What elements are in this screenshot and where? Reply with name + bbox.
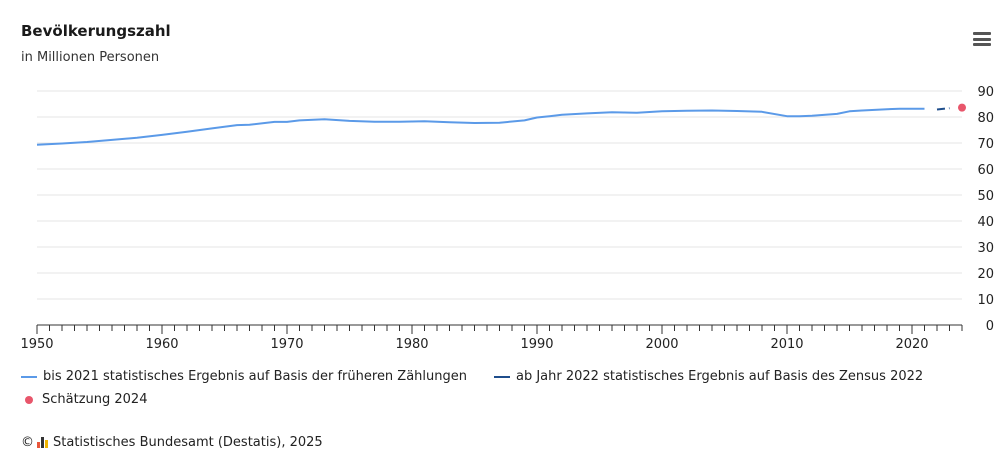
y-tick-label: 70 [977, 137, 994, 152]
legend-swatch-dot [25, 395, 33, 404]
copyright-symbol: © [21, 435, 34, 450]
x-tick-label: 2000 [645, 337, 678, 352]
x-tick-label: 1990 [520, 337, 553, 352]
chart-title: Bevölkerungszahl [21, 22, 171, 40]
series-layer [36, 103, 966, 146]
x-axis: 1950 1960 1970 1980 1990 2000 2010 2020 [20, 324, 963, 352]
y-tick-label: 90 [977, 85, 994, 100]
y-tick-label: 60 [977, 163, 994, 178]
y-tick-label: 50 [977, 189, 994, 204]
y-tick-label: 20 [977, 267, 994, 282]
y-tick-label: 0 [986, 319, 994, 334]
y-tick-label: 30 [977, 241, 994, 256]
destatis-logo-icon [37, 437, 49, 448]
x-tick-label: 2020 [895, 337, 928, 352]
legend-item-series-1[interactable]: bis 2021 statistisches Ergebnis auf Basi… [21, 369, 467, 384]
x-tick-label: 1980 [395, 337, 428, 352]
chart-subtitle: in Millionen Personen [21, 50, 160, 65]
x-tick-label: 1960 [145, 337, 178, 352]
legend-swatch-solid-line [21, 375, 37, 378]
legend-label: Schätzung 2024 [42, 392, 148, 407]
legend-label: ab Jahr 2022 statistisches Ergebnis auf … [516, 369, 924, 384]
series-line-2 [936, 107, 950, 111]
y-tick-label: 80 [977, 111, 994, 126]
legend-swatch-dashed-line [494, 375, 510, 378]
legend-item-series-2[interactable]: ab Jahr 2022 statistisches Ergebnis auf … [494, 369, 923, 384]
estimate-point-2024 [958, 103, 966, 112]
copyright-line: © Statistisches Bundesamt (Destatis), 20… [21, 435, 323, 450]
hamburger-menu-icon[interactable] [973, 32, 991, 46]
x-tick-label: 1950 [20, 337, 53, 352]
series-line-1 [36, 107, 925, 146]
x-tick-label: 2010 [770, 337, 803, 352]
copyright-text: Statistisches Bundesamt (Destatis), 2025 [53, 435, 323, 450]
legend-label: bis 2021 statistisches Ergebnis auf Basi… [43, 369, 467, 384]
legend-item-series-3[interactable]: Schätzung 2024 [21, 392, 147, 407]
gridlines [37, 90, 962, 300]
y-tick-label: 10 [977, 293, 994, 308]
y-axis-tick-labels: 0 10 20 30 40 50 60 70 80 90 [977, 85, 994, 334]
x-tick-label: 1970 [270, 337, 303, 352]
y-tick-label: 40 [977, 215, 994, 230]
